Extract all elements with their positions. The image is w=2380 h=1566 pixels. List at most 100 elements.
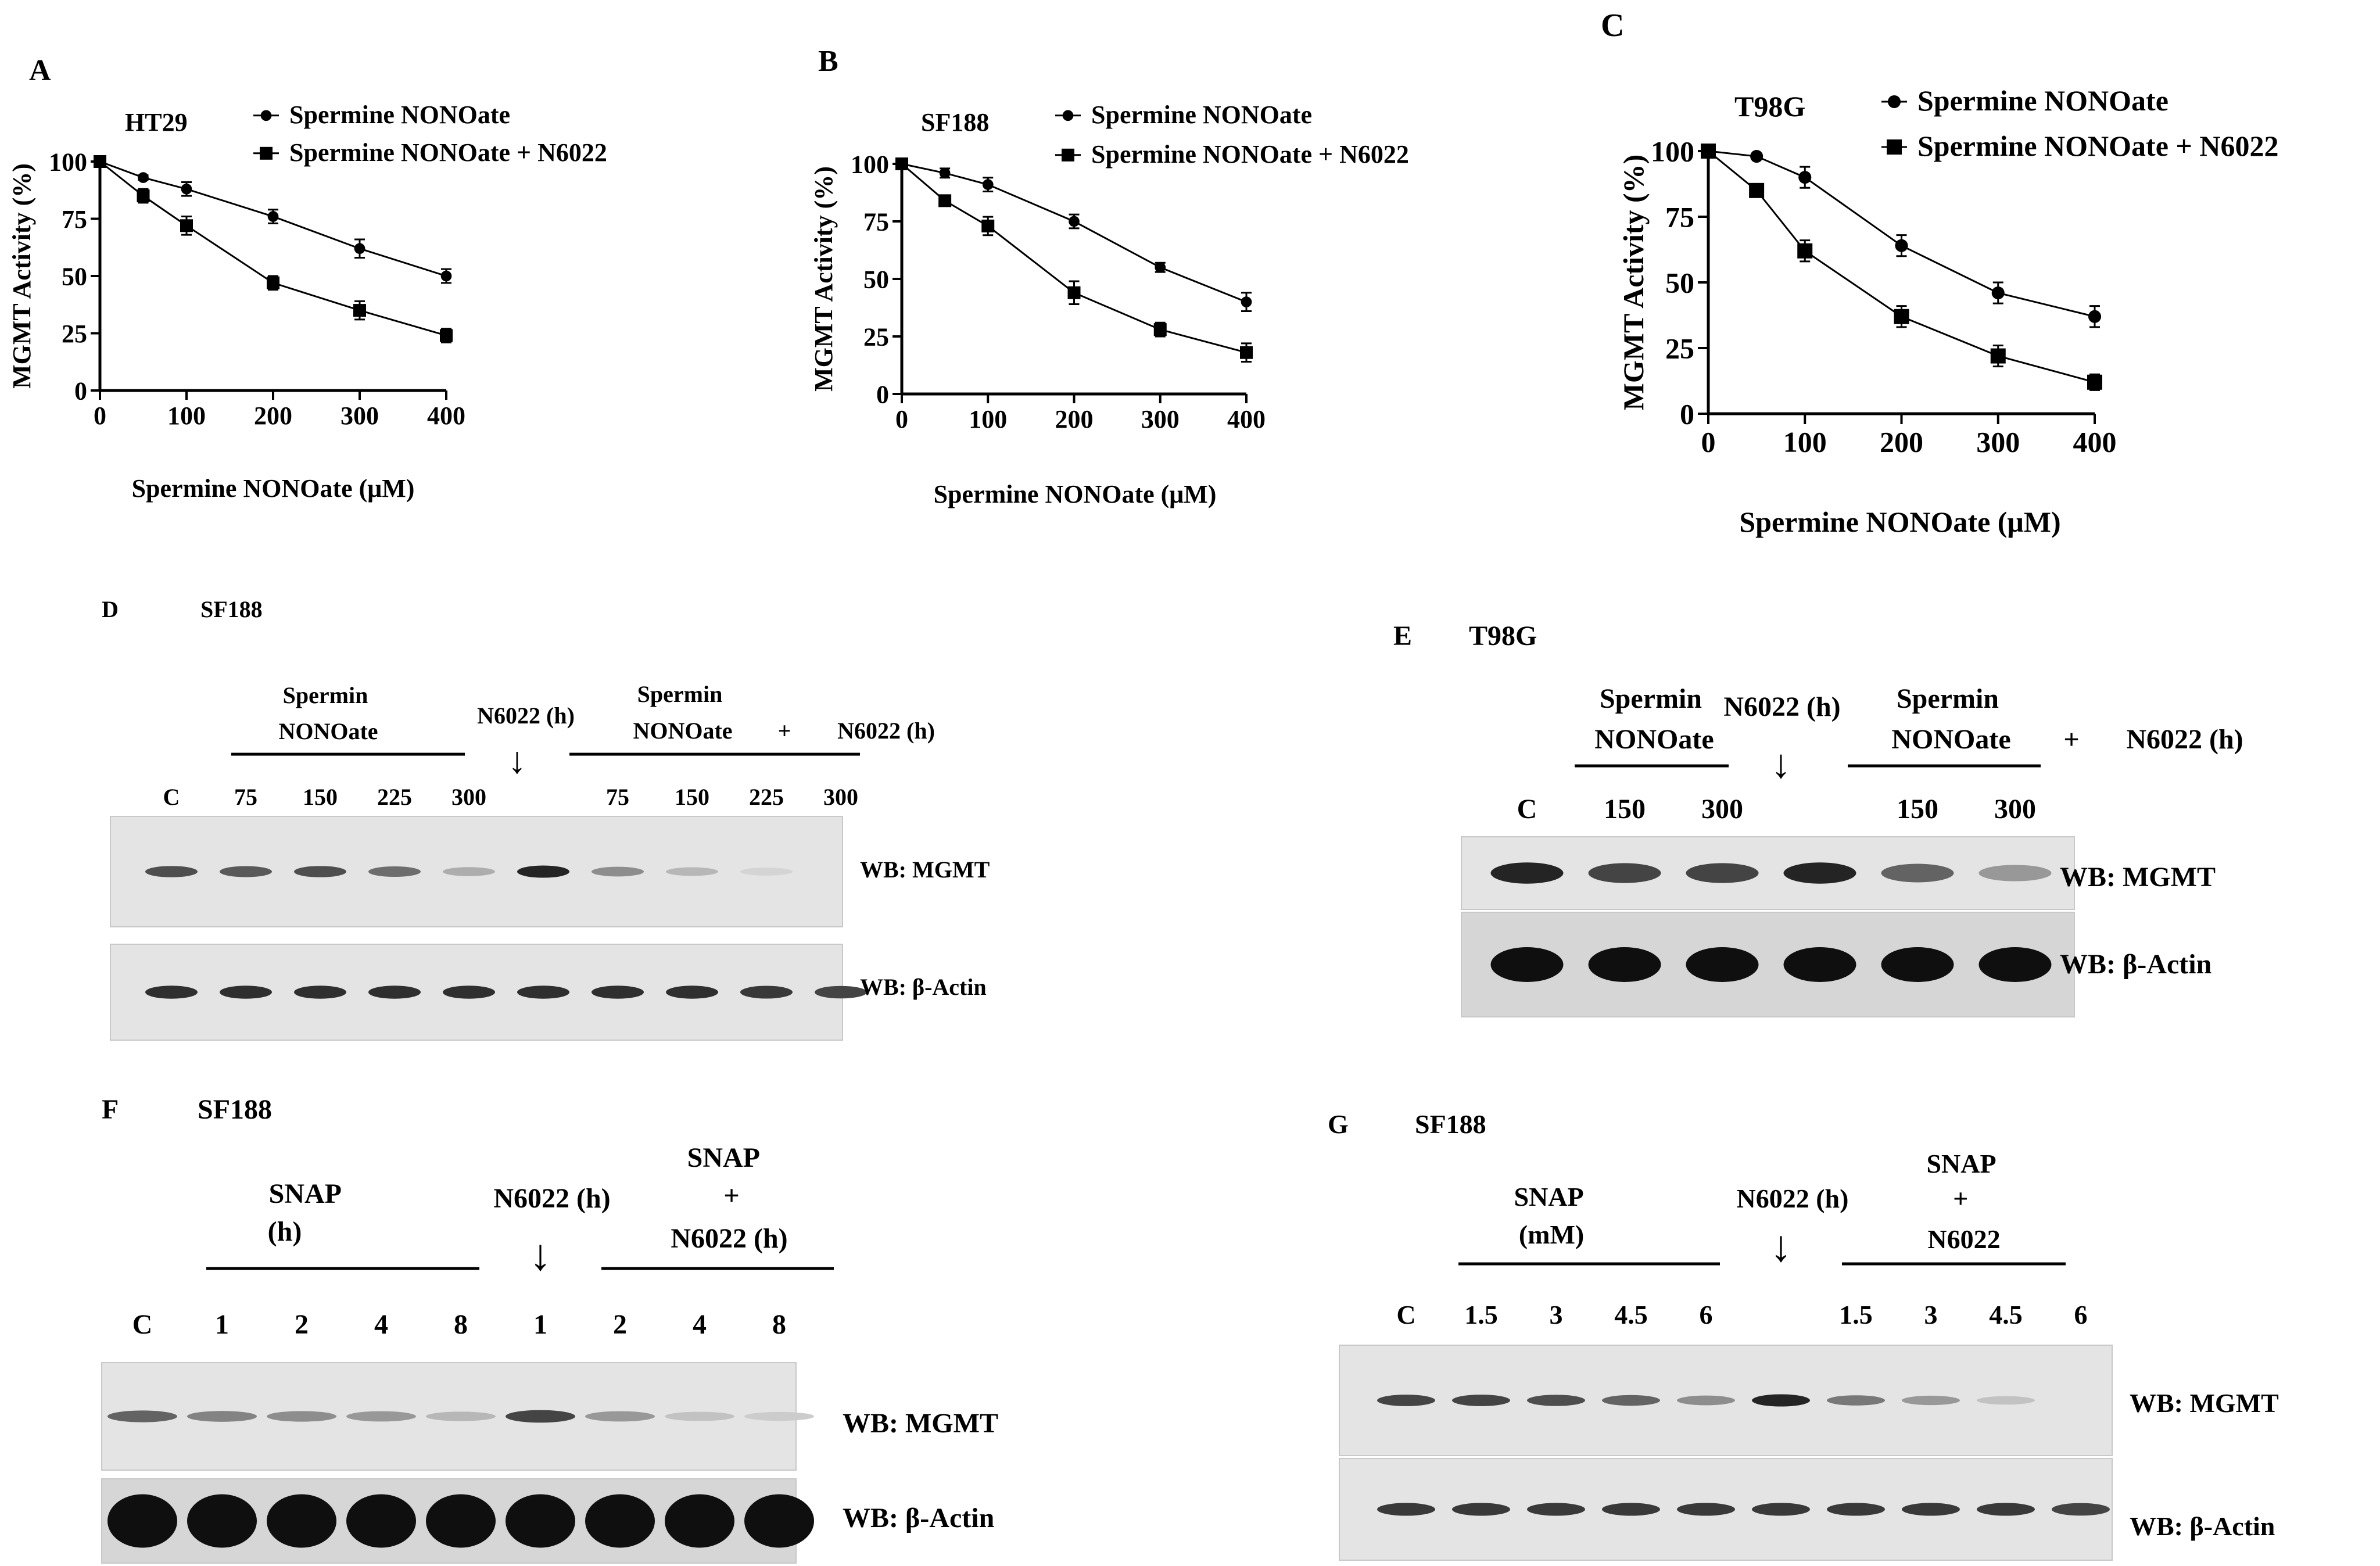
panel-label-d: D [102, 596, 119, 622]
blot-g-band [1827, 1503, 1885, 1516]
cell-line-label-c: T98G [1734, 90, 1805, 123]
chart-b-y-axis-label: MGMT Activity (%) [809, 166, 838, 392]
chart-c-legend-entry: Spermine NONOate [1917, 84, 2168, 117]
chart-a-y-tick-label: 100 [49, 148, 87, 176]
panel-label-g: G [1328, 1109, 1349, 1139]
blot-g-band [1902, 1395, 1960, 1406]
chart-a-y-tick-label: 75 [62, 205, 87, 234]
blot-d-band [368, 866, 421, 877]
group1-line2-e: NONOate [1594, 724, 1714, 755]
blot-d-band [740, 986, 793, 999]
plus-label-d: + [778, 718, 791, 744]
blot-g-band [1377, 1503, 1435, 1516]
chart-b-series-1-point [982, 179, 994, 190]
blot-e: C 150 300 150 300 WB: MGMT WB: β-Actin [1461, 794, 2216, 1017]
blot-d-band [517, 986, 569, 999]
blot-d-lane-label: 225 [749, 784, 784, 810]
blot-f-band [506, 1494, 575, 1548]
blot-d-band [294, 866, 346, 877]
blot-e-band [1490, 947, 1564, 982]
blot-d-lane-label: 300 [451, 784, 486, 810]
group1-label-f: SNAP (h) [268, 1178, 347, 1247]
group2-label-f: SNAP + N6022 (h) [671, 1142, 787, 1254]
chart-b-x-tick-label: 200 [1055, 405, 1094, 433]
chart-a-legend-marker [260, 110, 272, 121]
blot-d-band [517, 865, 569, 878]
group2-line2-f: + [723, 1180, 739, 1211]
blot-e-row-label: WB: MGMT [2060, 862, 2216, 893]
panel-a: A HT29 0 25 50 75 100 0 100 200 300 400 Spermine N… [8, 54, 607, 503]
blot-f-lane-label: C [132, 1309, 153, 1340]
blot-d-lane-label: 225 [377, 784, 412, 810]
blot-e-lane-label: 300 [1701, 794, 1743, 825]
blot-f-band [585, 1494, 655, 1548]
chart-a: 0 25 50 75 100 0 100 200 300 400 Spermine NONOate … [8, 101, 607, 503]
blot-e-lane-label: 300 [1994, 794, 2036, 825]
chart-b-series-1-point [1241, 296, 1252, 307]
chart-c-y-tick-label: 25 [1665, 332, 1694, 365]
chart-b-series-2-point [938, 194, 952, 207]
blot-g-band [1527, 1503, 1585, 1516]
chart-c-y-tick-label: 50 [1665, 267, 1694, 299]
chart-a-series-2-point [94, 155, 106, 168]
cell-line-label-d: SF188 [200, 596, 263, 622]
blot-g-band [1602, 1395, 1660, 1406]
cell-line-label-g: SF188 [1415, 1109, 1486, 1139]
blot-f-band [744, 1411, 814, 1421]
chart-a-y-tick-label: 25 [62, 320, 87, 348]
blot-g-lane-label: C [1396, 1300, 1415, 1330]
chart-a-x-tick-label: 0 [94, 402, 106, 430]
chart-c-x-tick-label: 0 [1701, 426, 1716, 458]
panel-label-c: C [1601, 8, 1624, 44]
chart-b-y-tick-label: 50 [863, 265, 889, 293]
group2-line2-d: NONOate [633, 718, 732, 744]
arrow-g: ↓ [1770, 1222, 1792, 1271]
blot-d-band [220, 986, 272, 999]
chart-a-x-tick-label: 100 [167, 402, 206, 430]
panel-f: F SF188 SNAP (h) N6022 (h) ↓ SNAP + N602… [101, 1094, 998, 1564]
chart-c-series-1-point [1895, 239, 1908, 252]
blot-g-band [1752, 1394, 1810, 1407]
arrow-d: ↓ [508, 740, 526, 781]
chart-b-x-tick-label: 300 [1141, 405, 1180, 433]
blot-g: C 1.5 3 4.5 6 1.5 3 4.5 6 WB: MGMT WB: β-Actin [1339, 1300, 2279, 1561]
group2-suffix-d: N6022 (h) [837, 718, 935, 744]
blot-f-lane-label: 4 [374, 1309, 388, 1340]
blot-f-band [267, 1494, 336, 1548]
blot-f-lane-label: 1 [533, 1309, 547, 1340]
group2-line2-g: + [1953, 1184, 1968, 1213]
chart-c-legend-marker [1887, 139, 1902, 155]
blot-e-band [1686, 863, 1759, 883]
chart-b-x-tick-label: 100 [969, 405, 1007, 433]
chart-c-legend-entry: Spermine NONOate + N6022 [1917, 130, 2278, 162]
blot-f-band [665, 1411, 734, 1421]
chart-a-x-tick-label: 300 [340, 402, 379, 430]
blot-f-band [426, 1411, 496, 1421]
blot-d-band [666, 986, 718, 999]
chart-c-y-axis-label: MGMT Activity (%) [1617, 155, 1650, 411]
chart-a-series-1-point [267, 211, 279, 222]
blot-f-band [187, 1411, 257, 1422]
blot-e-band [1588, 863, 1661, 883]
chart-c-series-2-point [1701, 144, 1716, 159]
cell-line-label-f: SF188 [198, 1094, 272, 1125]
panel-label-a: A [29, 54, 51, 87]
chart-a-x-tick-label: 400 [427, 402, 465, 430]
group1-line2-f: (h) [268, 1216, 302, 1247]
blot-d-band [592, 866, 644, 877]
chart-c-series-1-point [2088, 310, 2102, 323]
arrow-label-e: N6022 (h) [1723, 691, 1840, 722]
blot-d-band [592, 986, 644, 999]
blot-g-lane-label: 3 [1924, 1300, 1938, 1330]
blot-g-band [1602, 1503, 1660, 1516]
group2-line2-e: NONOate [1891, 724, 2010, 755]
blot-g-lane-label: 1.5 [1839, 1300, 1873, 1330]
blot-g-band [1677, 1395, 1735, 1406]
arrow-f: ↓ [529, 1231, 551, 1280]
blot-f-band [665, 1494, 734, 1548]
chart-b-series-1-line [901, 163, 1247, 303]
blot-d-lane-label: 150 [303, 784, 338, 810]
blot-d-lane-label: 300 [823, 784, 858, 810]
blot-g-band [1527, 1395, 1585, 1406]
blot-f-lane-label: 2 [613, 1309, 627, 1340]
